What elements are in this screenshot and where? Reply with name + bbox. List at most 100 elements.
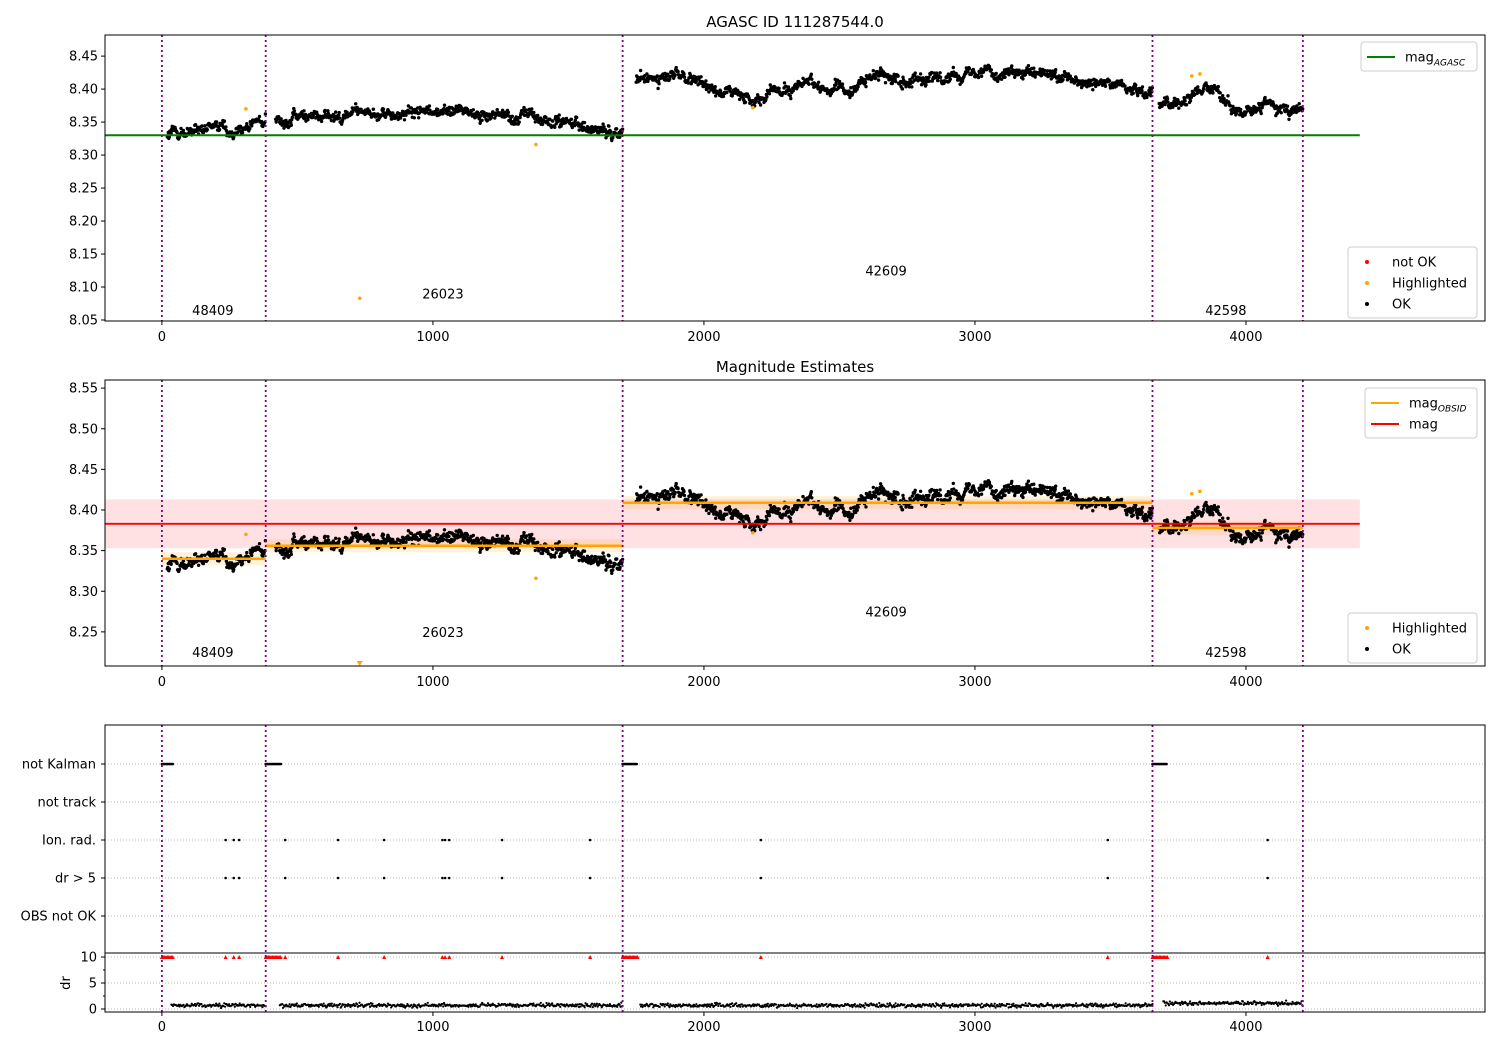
data-point	[326, 535, 330, 539]
highlighted-point	[534, 576, 538, 581]
data-point	[825, 507, 829, 512]
data-point	[480, 546, 484, 551]
data-point	[540, 551, 545, 556]
data-point	[230, 561, 234, 565]
data-point	[840, 82, 845, 86]
data-point	[810, 496, 814, 500]
data-point	[517, 120, 521, 124]
ion-rad-point	[443, 838, 447, 842]
data-point	[938, 493, 943, 498]
data-point	[1259, 111, 1263, 116]
data-point	[1136, 93, 1140, 98]
data-point	[263, 112, 268, 116]
highlighted-point	[750, 530, 755, 535]
data-point	[938, 71, 942, 75]
data-point	[1023, 490, 1028, 494]
dr-point	[253, 1003, 256, 1007]
data-point	[777, 507, 781, 511]
data-point	[782, 81, 787, 85]
highlighted-point	[244, 532, 248, 537]
data-point	[935, 488, 939, 493]
data-point	[607, 554, 611, 558]
data-point	[436, 533, 440, 537]
data-point	[673, 490, 677, 495]
title-magnitude-estimates: Magnitude Estimates	[716, 358, 874, 376]
data-point	[994, 71, 998, 76]
data-point	[516, 551, 520, 555]
data-point	[757, 100, 761, 105]
data-point	[714, 94, 718, 98]
data-point	[512, 548, 516, 552]
data-point	[871, 485, 875, 490]
dr-point	[215, 1002, 218, 1005]
data-point	[848, 518, 852, 522]
data-point	[522, 531, 526, 535]
y-tick-label: 8.35	[69, 116, 98, 131]
data-point	[1285, 104, 1290, 108]
data-point	[508, 546, 513, 550]
dr-point	[346, 1002, 350, 1006]
data-point	[743, 524, 748, 528]
data-point	[404, 113, 408, 117]
title-agasc: AGASC ID 111287544.0	[706, 13, 884, 31]
data-point	[927, 75, 931, 80]
data-point	[610, 571, 614, 575]
data-point	[1226, 94, 1230, 98]
data-point	[510, 541, 514, 546]
data-point	[611, 136, 615, 140]
dr-point	[329, 1002, 332, 1005]
data-point	[1026, 479, 1031, 483]
data-point	[200, 124, 204, 128]
data-point	[1089, 497, 1094, 501]
data-point	[855, 508, 859, 512]
dr-point	[214, 1004, 217, 1007]
data-point	[517, 548, 521, 553]
data-point	[788, 516, 792, 520]
data-point	[240, 131, 245, 135]
data-point	[936, 78, 940, 83]
data-point	[773, 506, 777, 510]
x-tick-label: 2000	[687, 330, 720, 345]
data-point	[576, 550, 580, 554]
data-point	[1045, 69, 1050, 73]
data-point	[764, 97, 768, 102]
data-point	[1131, 91, 1136, 96]
dr-gt-5-point	[443, 876, 447, 880]
data-point	[638, 497, 642, 501]
obsid-label: 48409	[192, 646, 233, 661]
data-point	[674, 65, 678, 70]
data-point	[577, 128, 581, 132]
data-point	[557, 540, 561, 544]
data-point	[167, 567, 171, 571]
data-point	[315, 536, 319, 541]
data-point	[1054, 68, 1058, 72]
dr-gt-5-point	[759, 876, 763, 880]
data-point	[1287, 117, 1291, 122]
data-point	[1032, 482, 1036, 486]
data-point	[910, 494, 914, 498]
data-point	[1032, 66, 1036, 70]
data-point	[1189, 518, 1194, 522]
dr-point	[281, 1006, 285, 1009]
data-point	[671, 488, 675, 492]
ion-rad-point	[759, 838, 763, 842]
dr-axis-label: dr	[59, 976, 74, 990]
highlighted-point	[357, 296, 362, 301]
ion-rad-point	[237, 838, 241, 842]
data-point	[767, 92, 772, 96]
data-point	[603, 128, 608, 132]
data-point	[1218, 513, 1222, 517]
data-point	[371, 533, 375, 537]
data-point	[224, 559, 229, 563]
data-point	[672, 495, 676, 499]
data-point	[1053, 487, 1057, 491]
dr-point	[317, 1005, 320, 1008]
y-tick-label: 8.20	[69, 215, 98, 230]
data-point	[1260, 531, 1264, 535]
data-point	[1045, 485, 1050, 490]
dr-point	[343, 1005, 346, 1008]
legend-label: Highlighted	[1392, 277, 1467, 292]
data-point	[604, 568, 608, 572]
data-point	[1021, 495, 1025, 500]
data-point	[1218, 91, 1222, 95]
